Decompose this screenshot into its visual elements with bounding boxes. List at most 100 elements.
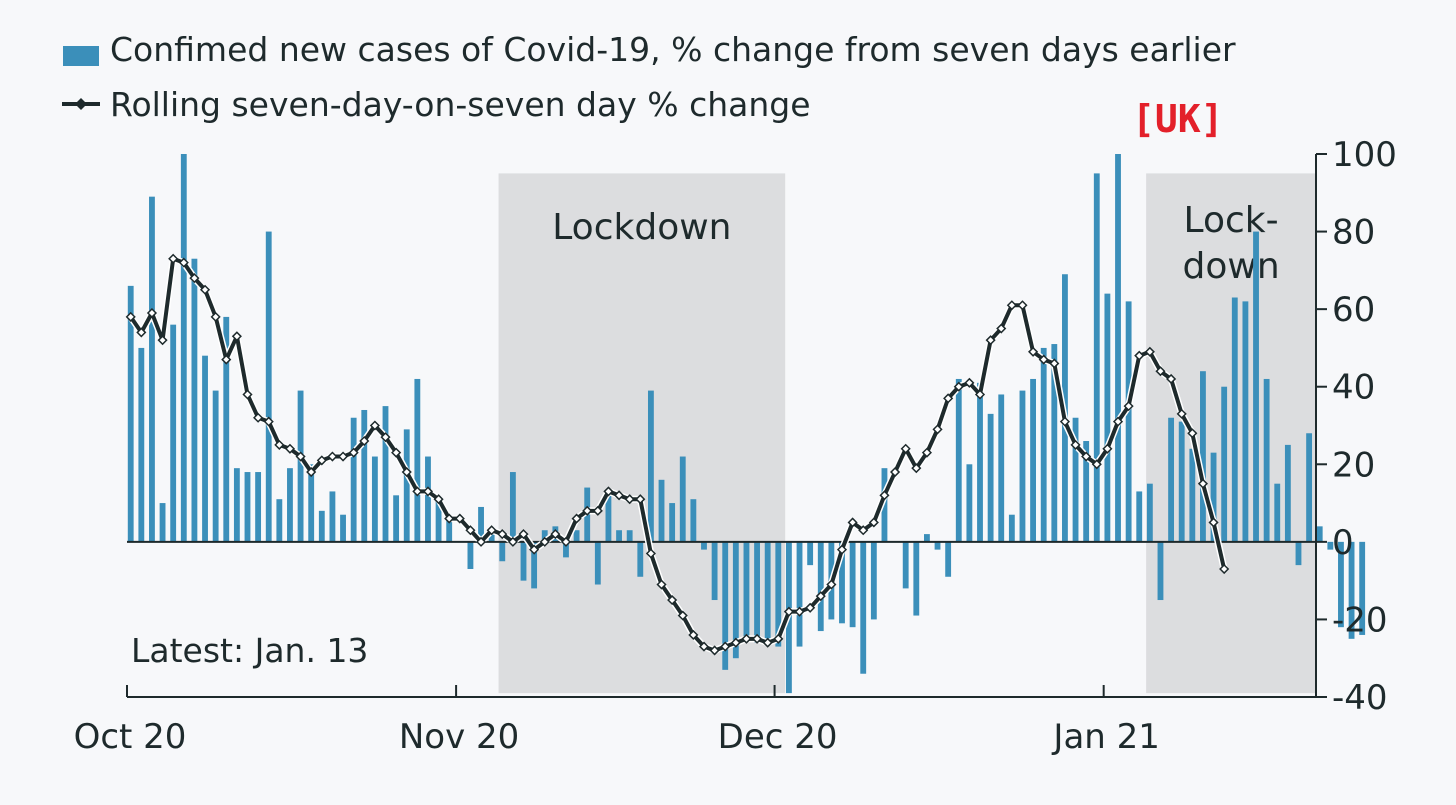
daily-bar [945,541,952,577]
y-axis: 100 80 60 40 20 0 -20 -40 [1315,135,1397,718]
rolling-point [709,645,720,656]
daily-bar [817,541,824,632]
rolling-point [253,412,264,423]
rolling-point [1176,408,1187,419]
daily-bar [860,541,867,674]
daily-bar [233,468,240,542]
daily-bar [308,464,315,542]
rolling-line [125,253,1230,656]
daily-bar [1157,541,1164,601]
daily-bar [244,472,251,542]
daily-bar [934,541,941,550]
rolling-point [327,451,338,462]
daily-bar [796,541,803,647]
daily-bar [1051,344,1058,542]
daily-bar [393,495,400,542]
daily-bar [1136,491,1143,542]
rolling-point [1017,300,1028,311]
daily-bar [265,231,272,542]
rolling-point [306,466,317,478]
daily-bar [202,355,208,542]
rolling-point [656,579,667,590]
rolling-point [911,463,922,474]
shaded-periods: Lockdown Lock-down [498,173,1316,694]
rolling-point [932,424,943,435]
daily-bar [329,491,336,542]
daily-bar [1316,526,1323,542]
rolling-point [125,311,136,322]
rolling-point [730,637,741,648]
daily-bar [1348,541,1355,639]
daily-bar [1115,154,1121,542]
rolling-point [783,606,794,617]
rolling-point [433,494,444,505]
daily-bar [966,464,973,542]
rolling-point [698,641,710,652]
rolling-point [221,354,232,365]
rolling-point [794,606,805,617]
daily-bar [1030,378,1037,542]
rolling-point [391,447,402,458]
rolling-point [603,486,614,497]
rolling-point [1059,416,1070,427]
daily-bar [255,472,262,542]
daily-bar [509,472,516,542]
rolling-point [1134,350,1145,361]
y-tick-label: 20 [1332,445,1375,485]
daily-bar [977,382,983,542]
daily-bar [732,541,739,659]
daily-bar [1284,444,1291,542]
daily-bar [1040,347,1047,542]
legend-line-label: Rolling seven-day-on-seven day % change [110,85,811,124]
shaded-period [1146,173,1316,694]
daily-bar [913,541,920,616]
daily-bar [669,503,676,542]
x-tick-label: Dec 20 [718,717,838,757]
rolling-point [571,513,582,524]
rolling-point [1144,346,1155,357]
y-tick-label: 40 [1332,368,1375,408]
legend-line-marker [75,98,87,110]
rolling-point [985,335,996,346]
rolling-point [582,505,593,516]
daily-bar [849,541,856,628]
daily-bar [1093,173,1100,542]
daily-bar [1200,371,1206,542]
rolling-point [316,455,327,466]
daily-bar [1359,541,1366,635]
daily-bar [955,378,962,542]
daily-bar [276,499,283,542]
daily-bar [371,456,378,542]
daily-bar [1083,441,1090,542]
daily-bar [138,347,145,542]
rolling-point [826,579,837,590]
rolling-point [1112,416,1124,427]
rolling-point [412,486,423,497]
rolling-point [157,335,168,346]
rolling-point [974,389,986,400]
daily-bar [1253,231,1259,542]
daily-bar [1008,514,1015,542]
rolling-point [465,525,476,536]
rolling-point [1070,439,1081,450]
x-tick-label: Nov 20 [399,717,519,757]
rolling-point [380,432,391,443]
rolling-point [741,633,752,644]
daily-bar [467,541,474,570]
daily-bar [605,491,612,542]
rolling-point [613,490,625,501]
rolling-point [996,323,1007,334]
y-tick-label: 100 [1332,135,1397,175]
legend-bars-label: Confimed new cases of Covid-19, % change… [110,30,1236,69]
daily-bar [807,541,814,566]
rolling-point [486,525,497,536]
daily-bar [340,514,346,542]
rolling-point [454,513,465,524]
rolling-point [189,273,200,284]
daily-bar [1274,483,1281,542]
legend-bar-swatch [63,46,99,66]
rolling-point [805,602,816,613]
daily-bar [764,541,771,643]
daily-bar [287,468,293,542]
rolling-point [529,544,540,555]
